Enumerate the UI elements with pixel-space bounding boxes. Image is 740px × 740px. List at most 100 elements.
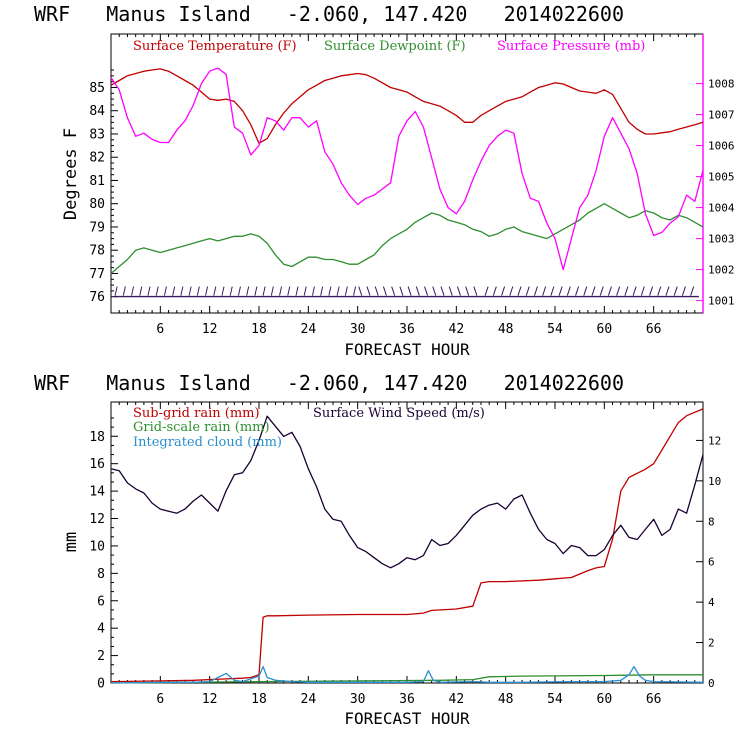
x-tick-label: 66	[646, 322, 662, 337]
y-tick-label: 82	[89, 151, 105, 166]
wind-barb	[205, 286, 209, 296]
x-axis-label: FORECAST HOUR	[344, 340, 470, 359]
y-tick-label: 4	[97, 622, 105, 637]
y-tick-label: 2	[97, 649, 105, 664]
x-tick-label: 54	[547, 322, 563, 337]
wind-barb	[558, 286, 563, 296]
wind-barb	[287, 286, 291, 296]
x-tick-label: 42	[449, 692, 465, 707]
legend-item-surface-pressure: Surface Pressure (mb)	[497, 39, 645, 54]
wind-barb	[616, 286, 621, 296]
wind-barb	[229, 286, 233, 296]
wind-barb	[473, 286, 478, 296]
wind-barb	[649, 286, 654, 296]
x-tick-label: 60	[597, 692, 613, 707]
wind-barb	[484, 286, 489, 296]
x-tick-label: 36	[399, 692, 415, 707]
y-tick-label: 85	[89, 81, 105, 96]
right-tick-label: 1008	[708, 78, 735, 91]
wind-barb	[131, 286, 135, 296]
wind-barb	[690, 286, 695, 296]
right-tick-label: 10	[708, 475, 721, 488]
y-tick-label: 0	[97, 677, 105, 692]
wind-barb	[575, 286, 580, 296]
wind-barb	[311, 286, 315, 296]
wind-barb	[366, 286, 371, 296]
y-tick-label: 18	[89, 430, 105, 445]
wind-barb	[374, 286, 379, 296]
x-tick-label: 48	[498, 692, 514, 707]
y-axis-label: mm	[61, 532, 81, 552]
wind-barbs	[113, 286, 699, 298]
wind-barb	[432, 286, 437, 296]
y-tick-label: 76	[89, 290, 105, 305]
legend: Sub-grid rain (mm) Grid-scale rain (mm) …	[133, 406, 485, 450]
y-tick-label: 16	[89, 457, 105, 472]
legend-item-grid-scale-rain: Grid-scale rain (mm)	[133, 420, 270, 435]
legend-item-surface-wind-speed: Surface Wind Speed (m/s)	[313, 406, 485, 421]
x-tick-label: 36	[399, 322, 415, 337]
wind-barb	[344, 286, 348, 296]
surface-pressure-line	[110, 67, 704, 271]
wind-barb	[399, 286, 404, 296]
wind-barb	[517, 286, 522, 296]
wind-barb	[353, 286, 357, 296]
x-tick-label: 24	[301, 692, 317, 707]
wind-barb	[509, 286, 514, 296]
wind-barb	[673, 286, 678, 296]
wind-barb	[279, 286, 283, 296]
wind-barb	[382, 286, 387, 296]
wind-barb	[440, 286, 445, 296]
y-tick-label: 83	[89, 127, 105, 142]
wind-barb	[122, 286, 126, 296]
y-axis-ticks: 0 2 4 6 8 10 12 14 16 18	[89, 417, 118, 692]
wind-barb	[599, 286, 604, 296]
wind-barb	[632, 286, 637, 296]
wind-barb	[246, 286, 250, 296]
legend-item-sub-grid-rain: Sub-grid rain (mm)	[133, 406, 260, 421]
x-tick-label: 6	[156, 692, 164, 707]
wind-barb	[172, 286, 176, 296]
precipitation-panel: WRF Manus Island -2.060, 147.420 2014022…	[34, 371, 721, 728]
wind-barb	[566, 286, 571, 296]
y-tick-label: 6	[97, 594, 105, 609]
legend-item-integrated-cloud: Integrated cloud (mm)	[133, 435, 282, 450]
wind-barb	[607, 286, 612, 296]
y-tick-label: 8	[97, 567, 105, 582]
wind-barb	[295, 286, 299, 296]
right-tick-label: 0	[708, 677, 715, 690]
surface-dewpoint-line	[110, 203, 704, 274]
wind-barb	[424, 286, 429, 296]
wind-barb	[501, 286, 506, 296]
y-tick-label: 80	[89, 197, 105, 212]
surface-temperature-line	[110, 68, 704, 144]
right-tick-label: 1001	[708, 295, 735, 308]
wind-barb	[254, 286, 258, 296]
panel-title: WRF Manus Island -2.060, 147.420 2014022…	[34, 371, 624, 395]
wind-barb	[465, 286, 470, 296]
right-tick-label: 6	[708, 556, 715, 569]
integrated-cloud-line	[110, 665, 704, 684]
y-tick-label: 81	[89, 174, 105, 189]
right-tick-label: 1004	[708, 202, 735, 215]
temperature-panel: WRF Manus Island -2.060, 147.420 2014022…	[34, 2, 735, 359]
wind-barb	[624, 286, 629, 296]
y-axis-ticks: 76 77 78 79 80 81 82 83 84 85	[89, 69, 118, 305]
grid-scale-rain-line	[110, 674, 703, 684]
wind-barb	[336, 286, 340, 296]
wind-barb	[358, 286, 363, 296]
wind-barb	[533, 286, 538, 296]
right-tick-label: 1006	[708, 140, 735, 153]
wind-barb	[155, 286, 159, 296]
legend-item-surface-temperature: Surface Temperature (F)	[133, 39, 297, 54]
wind-barb	[681, 286, 686, 296]
right-axis-ticks: 1001 1002 1003 1004 1005 1006 1007 1008	[696, 78, 735, 308]
y-tick-label: 77	[89, 267, 105, 282]
right-tick-label: 1007	[708, 109, 735, 122]
wind-barb	[262, 286, 266, 296]
right-tick-label: 1005	[708, 171, 735, 184]
wind-barb	[591, 286, 596, 296]
y-tick-label: 12	[89, 512, 105, 527]
x-axis-ticks: 6 12 18 24 30 36 42 48 54 60 66	[118, 34, 696, 337]
wind-barb	[147, 286, 151, 296]
